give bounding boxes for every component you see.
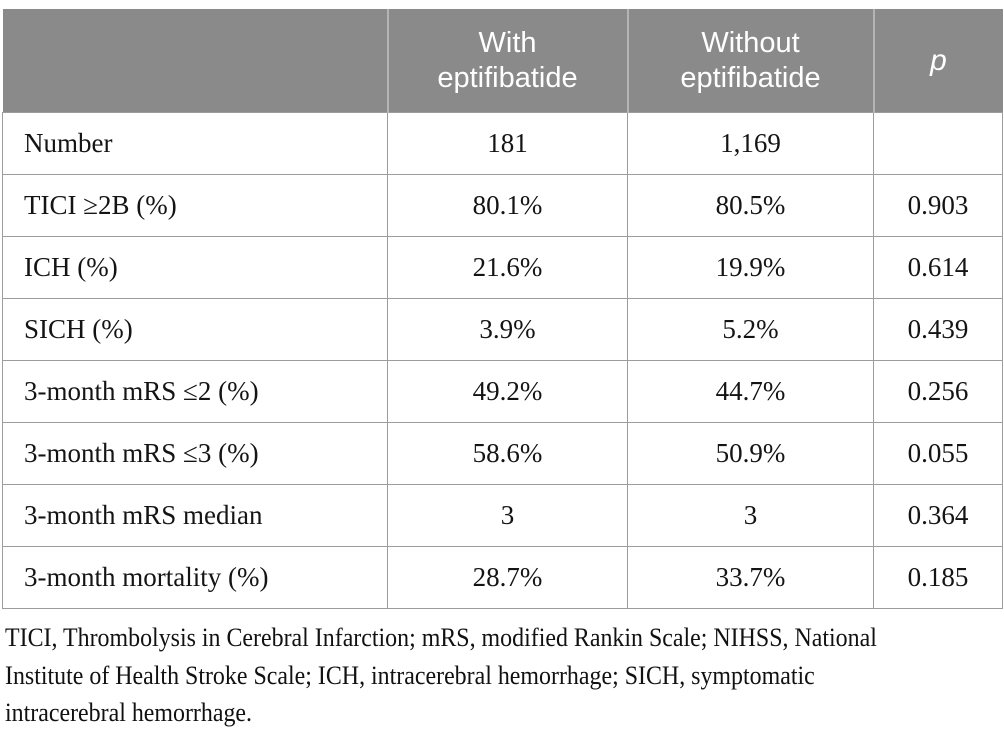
footnote-line: TICI, Thrombolysis in Cerebral Infarctio… xyxy=(5,623,877,652)
with-value: 181 xyxy=(387,112,628,175)
header-without-eptifibatide: Without eptifibatide xyxy=(626,9,874,113)
p-value: 0.185 xyxy=(873,546,1003,609)
p-value xyxy=(873,112,1003,175)
row-label: Number xyxy=(2,112,388,175)
p-value: 0.256 xyxy=(873,360,1003,423)
table-body: Number 181 1,169 TICI ≥2B (%) 80.1% 80.5… xyxy=(2,112,1003,609)
without-value: 80.5% xyxy=(627,174,874,237)
table-row: Number 181 1,169 xyxy=(2,112,1003,175)
with-value: 58.6% xyxy=(387,422,628,485)
table-header: With eptifibatide Without eptifibatide p xyxy=(2,9,1003,113)
table-footnote: TICI, Thrombolysis in Cerebral Infarctio… xyxy=(5,619,922,732)
header-p-value: p xyxy=(872,9,1003,113)
row-label: 3-month mRS ≤3 (%) xyxy=(2,422,388,485)
table-row: 3-month mRS ≤2 (%) 49.2% 44.7% 0.256 xyxy=(2,360,1003,423)
without-value: 3 xyxy=(627,484,874,547)
with-value: 21.6% xyxy=(387,236,628,299)
without-value: 5.2% xyxy=(627,298,874,361)
header-empty-cell xyxy=(2,9,388,113)
p-value: 0.439 xyxy=(873,298,1003,361)
with-value: 80.1% xyxy=(387,174,628,237)
footnote-line: Institute of Health Stroke Scale; ICH, i… xyxy=(5,660,815,690)
p-value: 0.364 xyxy=(873,484,1003,547)
p-value: 0.614 xyxy=(873,236,1003,299)
table-row: 3-month mRS median 3 3 0.364 xyxy=(2,484,1003,547)
results-table: With eptifibatide Without eptifibatide p… xyxy=(2,9,1003,609)
with-value: 49.2% xyxy=(387,360,628,423)
row-label: 3-month mRS ≤2 (%) xyxy=(2,360,388,423)
table-row: TICI ≥2B (%) 80.1% 80.5% 0.903 xyxy=(2,174,1003,237)
without-value: 50.9% xyxy=(627,422,874,485)
table-row: SICH (%) 3.9% 5.2% 0.439 xyxy=(2,298,1003,361)
with-value: 28.7% xyxy=(387,546,628,609)
with-value: 3 xyxy=(387,484,628,547)
table-row: ICH (%) 21.6% 19.9% 0.614 xyxy=(2,236,1003,299)
header-row: With eptifibatide Without eptifibatide p xyxy=(2,9,1003,113)
without-value: 44.7% xyxy=(627,360,874,423)
with-value: 3.9% xyxy=(387,298,628,361)
table-row: 3-month mRS ≤3 (%) 58.6% 50.9% 0.055 xyxy=(2,422,1003,485)
table-row: 3-month mortality (%) 28.7% 33.7% 0.185 xyxy=(2,546,1003,609)
p-value: 0.903 xyxy=(873,174,1003,237)
row-label: TICI ≥2B (%) xyxy=(2,174,388,237)
row-label: SICH (%) xyxy=(2,298,388,361)
row-label: ICH (%) xyxy=(2,236,388,299)
without-value: 1,169 xyxy=(627,112,874,175)
row-label: 3-month mortality (%) xyxy=(2,546,388,609)
p-value: 0.055 xyxy=(873,422,1003,485)
header-with-eptifibatide: With eptifibatide xyxy=(386,9,628,113)
without-value: 33.7% xyxy=(627,546,874,609)
without-value: 19.9% xyxy=(627,236,874,299)
row-label: 3-month mRS median xyxy=(2,484,388,547)
footnote-line: intracerebral hemorrhage. xyxy=(5,698,253,727)
